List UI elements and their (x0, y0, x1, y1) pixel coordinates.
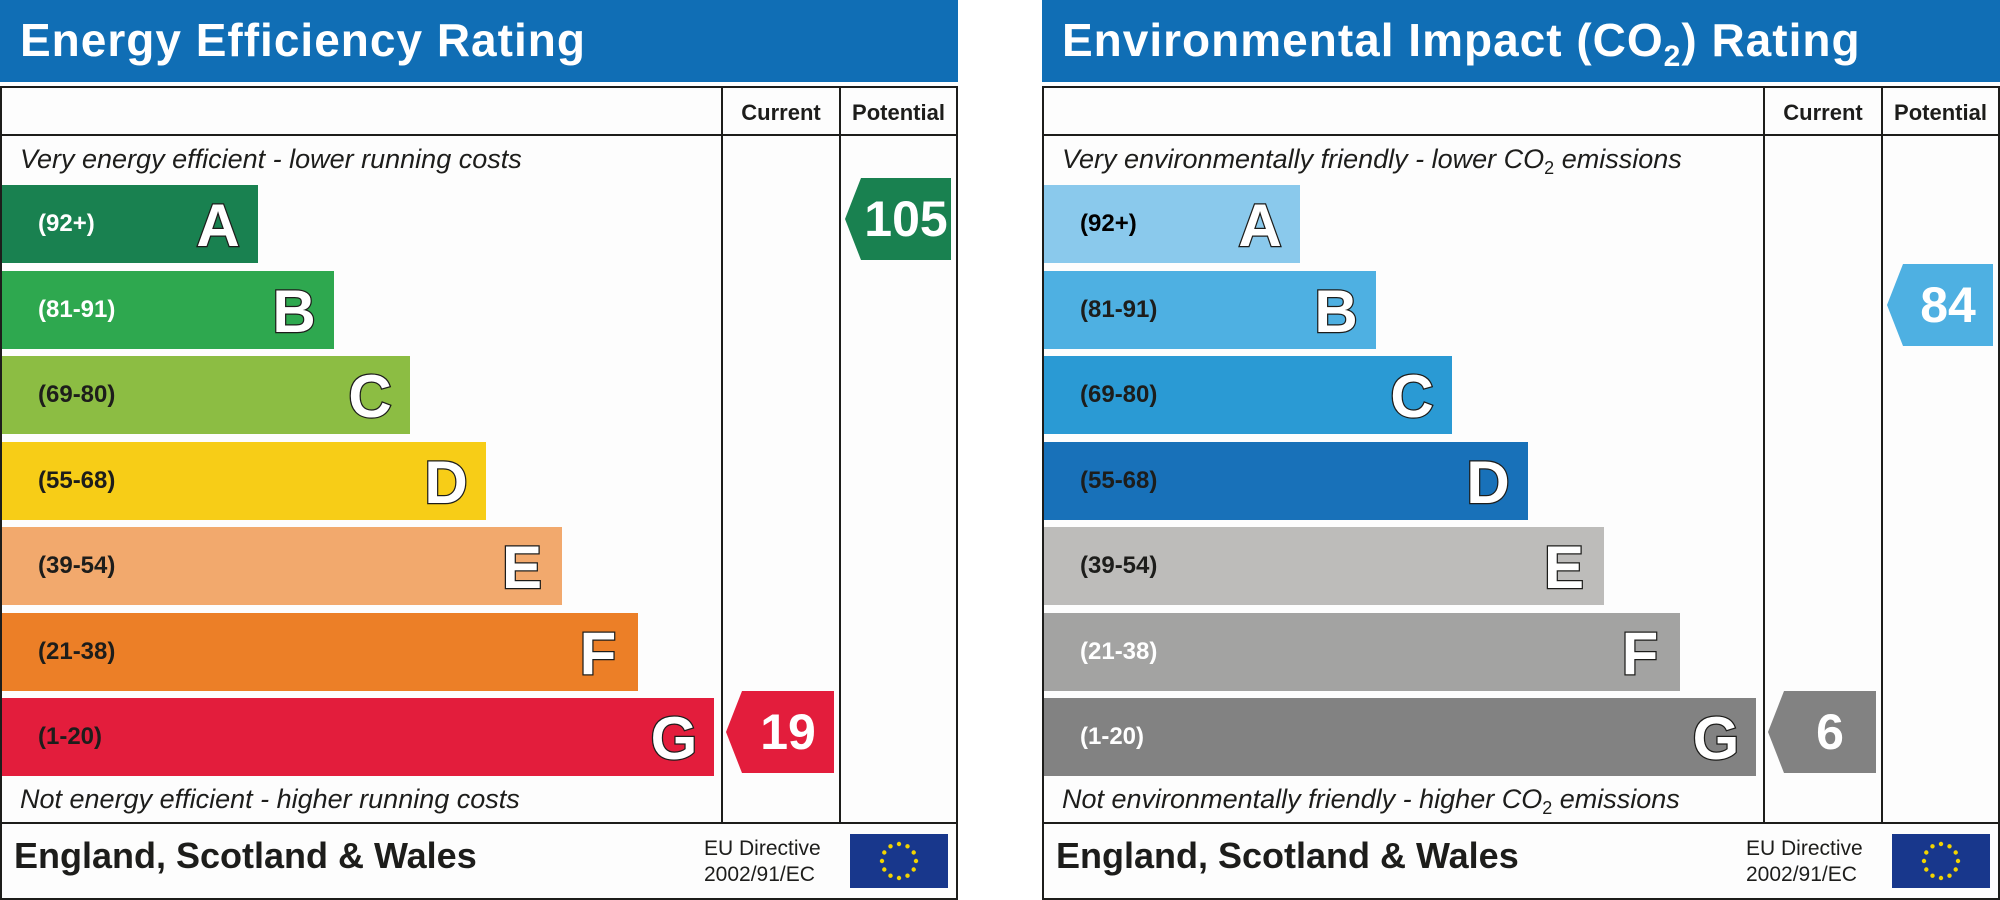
band-letter: F (578, 618, 617, 688)
rating-value: 105 (864, 191, 948, 247)
region-label: England, Scotland & Wales (14, 835, 477, 876)
eu-flag-icon (850, 834, 948, 888)
band-range-label: (81-91) (1080, 295, 1158, 323)
band-letter: G (649, 704, 698, 774)
band-c: (69-80) C (2, 356, 410, 434)
band-b: (81-91) B (2, 270, 334, 349)
band-letter: G (1691, 704, 1740, 774)
eu-directive-text: EU Directive 2002/91/EC (1746, 837, 1863, 886)
band-letter: D (1465, 447, 1511, 517)
band-letter: C (1389, 362, 1435, 432)
environmental-impact-panel: Environmental Impact (CO2) Rating Curren… (1042, 0, 2000, 900)
band-letter: C (347, 362, 393, 432)
band-range-label: (55-68) (1080, 466, 1158, 494)
top-caption: Very energy efficient - lower running co… (20, 144, 522, 174)
band-c: (69-80) C (1044, 356, 1452, 434)
band-g: (1-20) G (2, 698, 714, 776)
header-divider (0, 134, 958, 136)
band-range-label: (1-20) (38, 723, 103, 750)
column-divider (1881, 86, 1883, 824)
top-caption: Very environmentally friendly - lower CO… (1062, 144, 1682, 178)
eu-flag-icon (1892, 834, 1990, 888)
title-bar: Environmental Impact (CO2) Rating (1042, 0, 2000, 82)
title-bar: Energy Efficiency Rating (0, 0, 958, 82)
band-letter: B (271, 276, 317, 346)
current-column-header: Current (741, 100, 821, 125)
band-range-label: (69-80) (38, 381, 116, 408)
energy-efficiency-panel: Energy Efficiency Rating Current Potenti… (0, 0, 958, 900)
header-divider (1042, 134, 2000, 136)
potential-rating-marker: 84 (1887, 263, 1993, 346)
rating-value: 84 (1920, 276, 1976, 333)
band-e: (39-54) E (1044, 527, 1604, 605)
rating-value: 6 (1816, 704, 1844, 760)
current-column-header: Current (1783, 100, 1863, 125)
current-rating-marker: 19 (726, 691, 834, 773)
panel-title: Environmental Impact (CO2) Rating (1062, 14, 1861, 73)
band-letter: A (195, 191, 241, 261)
potential-rating-marker: 105 (845, 178, 951, 260)
band-a: (92+) A (2, 185, 258, 263)
potential-column-header: Potential (1894, 100, 1987, 125)
band-letter: D (423, 447, 469, 517)
potential-column-header: Potential (852, 100, 945, 125)
band-letter: B (1313, 276, 1359, 346)
band-range-label: (39-54) (38, 552, 116, 579)
band-d: (55-68) D (2, 441, 486, 520)
band-f: (21-38) F (2, 612, 638, 691)
band-range-label: (21-38) (38, 637, 116, 665)
rating-value: 19 (760, 704, 816, 760)
bottom-caption: Not energy efficient - higher running co… (20, 784, 520, 814)
band-range-label: (1-20) (1080, 723, 1145, 750)
footer-divider (0, 822, 958, 824)
band-range-label: (92+) (1080, 210, 1137, 237)
band-e: (39-54) E (2, 527, 562, 605)
band-range-label: (21-38) (1080, 637, 1158, 665)
footer-divider (1042, 822, 2000, 824)
band-range-label: (69-80) (1080, 381, 1158, 408)
column-divider (721, 86, 723, 824)
band-g: (1-20) G (1044, 698, 1756, 776)
band-range-label: (55-68) (38, 466, 116, 494)
eu-directive-text: EU Directive 2002/91/EC (704, 837, 821, 886)
band-f: (21-38) F (1044, 612, 1680, 691)
band-b: (81-91) B (1044, 270, 1376, 349)
band-a: (92+) A (1044, 185, 1300, 263)
current-rating-marker: 6 (1768, 691, 1876, 773)
band-range-label: (92+) (38, 210, 95, 237)
band-letter: E (501, 533, 544, 603)
band-letter: A (1237, 191, 1283, 261)
band-range-label: (39-54) (1080, 552, 1158, 579)
bottom-caption: Not environmentally friendly - higher CO… (1062, 784, 1680, 818)
band-letter: E (1543, 533, 1586, 603)
region-label: England, Scotland & Wales (1056, 835, 1519, 876)
band-range-label: (81-91) (38, 295, 116, 323)
panel-title: Energy Efficiency Rating (20, 14, 586, 66)
band-letter: F (1620, 618, 1659, 688)
column-divider (839, 86, 841, 824)
column-divider (1763, 86, 1765, 824)
band-d: (55-68) D (1044, 441, 1528, 520)
